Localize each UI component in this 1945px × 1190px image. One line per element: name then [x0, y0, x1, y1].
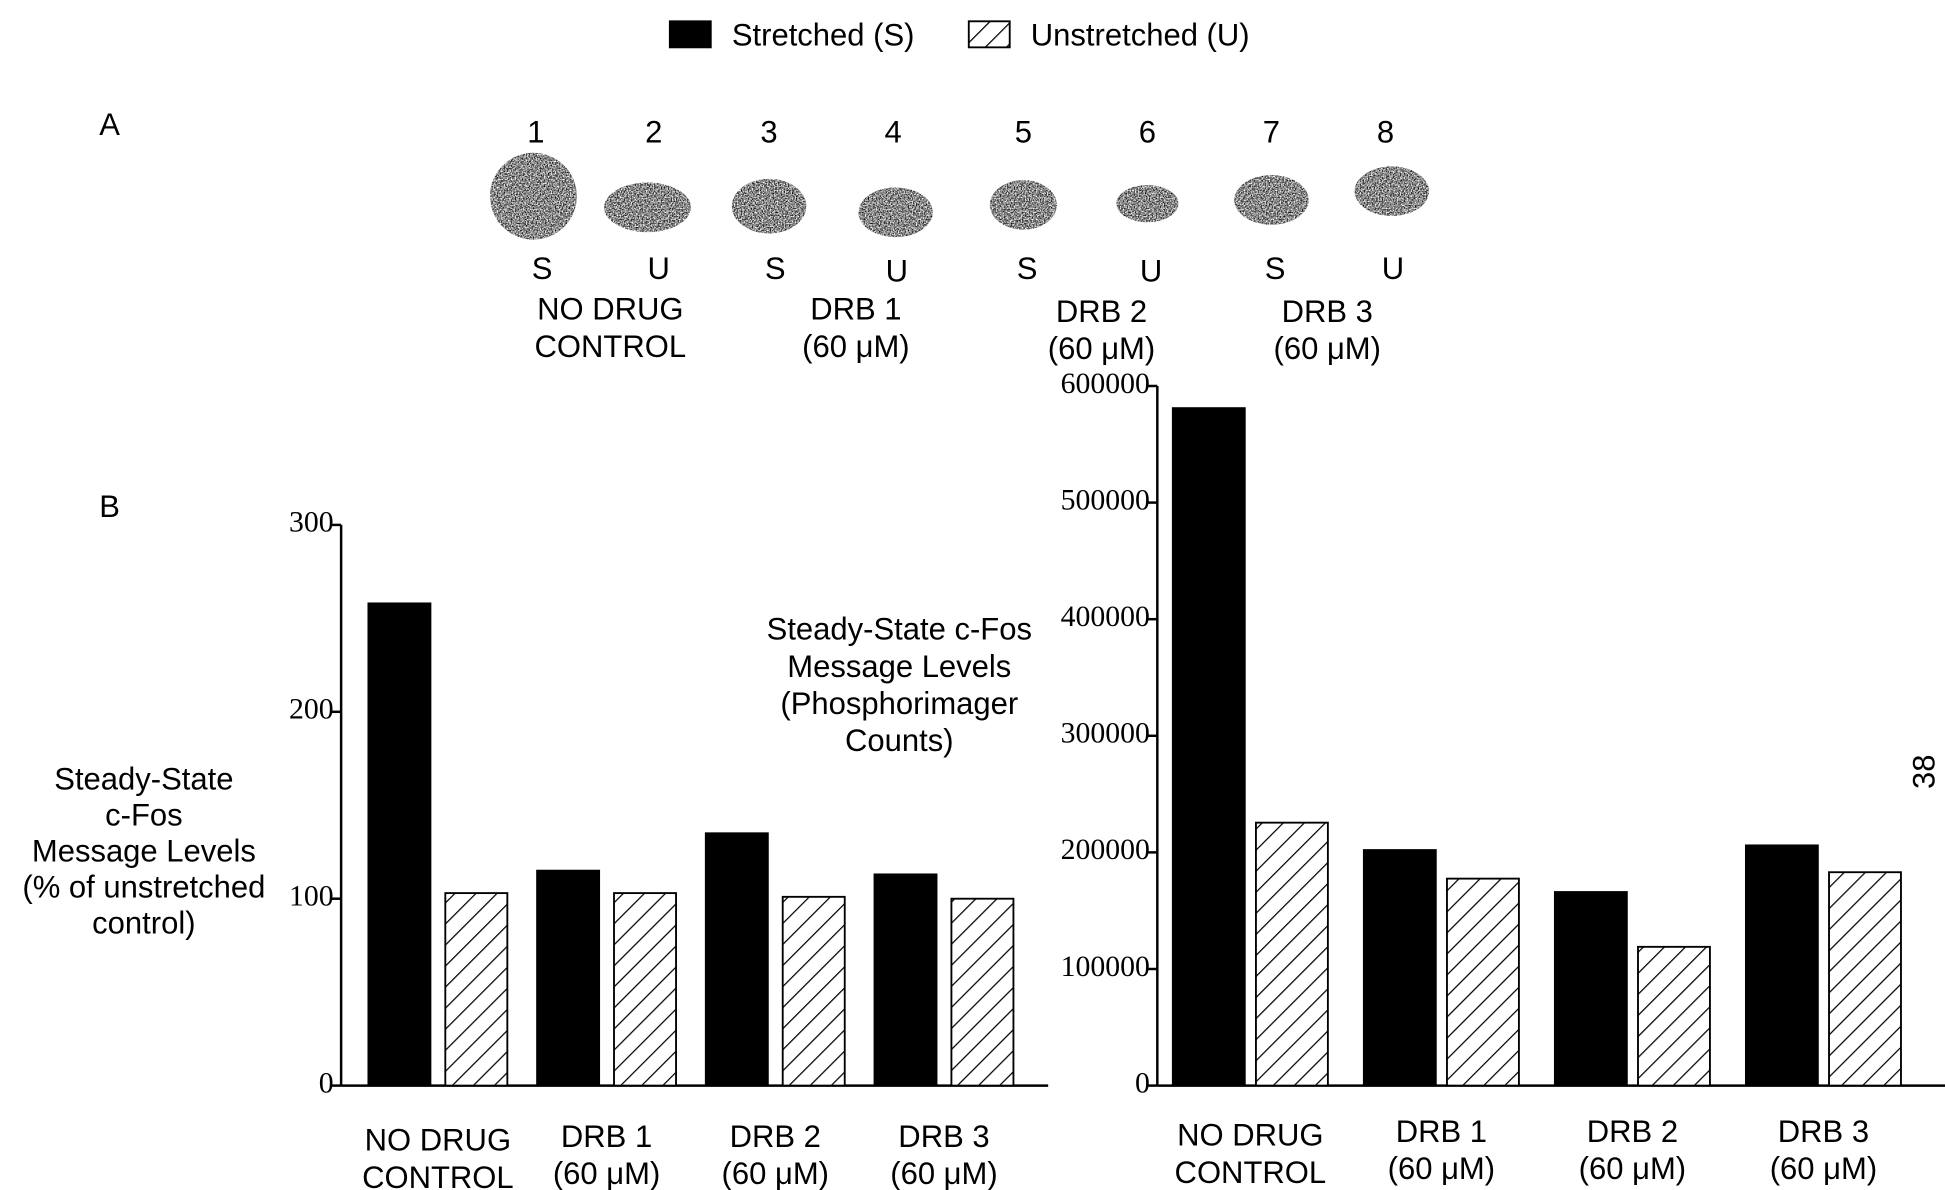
y-tick-label: 300 [289, 506, 334, 539]
legend-swatch [969, 21, 1010, 47]
text-line: CONTROL [362, 1160, 514, 1190]
bar [783, 897, 845, 1086]
bar [1829, 872, 1901, 1085]
text-line: DRB 3 [1282, 294, 1373, 329]
text-line: c-Fos [105, 798, 182, 833]
bar [1256, 823, 1328, 1086]
y-tick-label: 300000 [1061, 717, 1150, 750]
blot [732, 179, 806, 234]
text-line: (60 μM) [1388, 1151, 1495, 1186]
y-tick-label: 200 [289, 693, 334, 726]
bar [951, 899, 1013, 1086]
y-tick-label: 0 [319, 1066, 334, 1099]
lane-number: 5 [1015, 114, 1032, 149]
figure: A B 38 Stretched (S)Unstretched (U)1S2U3… [0, 0, 1945, 1190]
text-line: DRB 3 [898, 1119, 989, 1154]
bar [1555, 892, 1627, 1086]
lane-type: S [532, 251, 553, 286]
lane-number: 2 [645, 114, 662, 149]
bar [368, 603, 430, 1085]
lane-number: 7 [1263, 114, 1280, 149]
text-line: NO DRUG [365, 1123, 511, 1158]
text-line: Counts) [845, 723, 954, 758]
y-tick-label: 400000 [1061, 600, 1150, 633]
blot [990, 180, 1057, 230]
text-line: Steady-State c-Fos [767, 612, 1032, 647]
text-line: NO DRUG [1177, 1118, 1323, 1153]
text-line: DRB 3 [1778, 1114, 1869, 1149]
panel-label: A [99, 107, 120, 142]
blot [858, 188, 932, 238]
lane-type: S [1265, 251, 1286, 286]
blot [490, 153, 577, 240]
text-line: CONTROL [1175, 1155, 1327, 1190]
bar [1638, 947, 1710, 1086]
panel-label: B [99, 489, 120, 524]
text-line: CONTROL [535, 329, 687, 364]
bar [537, 871, 599, 1086]
text-line: (60 μM) [1274, 331, 1381, 366]
legend-swatch [670, 21, 711, 47]
bar [1364, 850, 1436, 1086]
text-line: Steady-State [54, 762, 233, 797]
lane-type: U [647, 251, 669, 286]
y-tick-label: 500000 [1061, 483, 1150, 516]
bar [1173, 408, 1245, 1085]
lane-number: 4 [884, 114, 901, 149]
bar [1447, 879, 1519, 1086]
lane-number: 6 [1139, 114, 1156, 149]
lane-type: U [886, 253, 908, 288]
text-line: NO DRUG [537, 292, 683, 327]
bar [875, 874, 937, 1085]
legend-label: Stretched (S) [732, 18, 915, 53]
blot [1116, 185, 1178, 222]
text-line: DRB 1 [561, 1119, 652, 1154]
text-line: DRB 2 [1056, 294, 1147, 329]
text-line: DRB 2 [730, 1119, 821, 1154]
text-line: DRB 1 [1396, 1114, 1487, 1149]
text-line: (60 μM) [553, 1156, 660, 1190]
y-tick-label: 0 [1135, 1066, 1150, 1099]
lane-type: S [1017, 251, 1038, 286]
text-line: (60 μM) [1048, 331, 1155, 366]
lane-type: U [1140, 253, 1162, 288]
text-line: Message Levels [32, 834, 256, 869]
blot [1355, 166, 1429, 216]
lane-number: 3 [760, 114, 777, 149]
bar [706, 833, 768, 1085]
y-tick-label: 200000 [1061, 833, 1150, 866]
text-line: Message Levels [787, 649, 1011, 684]
bar [1746, 845, 1818, 1085]
text-line: control) [92, 906, 195, 941]
bar [445, 893, 507, 1085]
y-tick-label: 100 [289, 880, 334, 913]
blot [604, 183, 691, 233]
text-line: (60 μM) [890, 1156, 997, 1190]
lane-type: S [765, 251, 786, 286]
text-line: (60 μM) [1770, 1151, 1877, 1186]
text-line: DRB 1 [810, 292, 901, 327]
blot [1234, 175, 1308, 225]
text-line: (Phosphorimager [780, 686, 1018, 721]
text-line: (60 μM) [722, 1156, 829, 1190]
lane-number: 8 [1377, 114, 1394, 149]
text-line: (60 μM) [802, 329, 909, 364]
y-tick-label: 600000 [1061, 367, 1150, 400]
lane-number: 1 [527, 114, 544, 149]
bar [614, 893, 676, 1085]
text-line: DRB 2 [1587, 1114, 1678, 1149]
page-number: 38 [1907, 755, 1942, 789]
text-line: (% of unstretched [22, 870, 265, 905]
y-tick-label: 100000 [1061, 950, 1150, 983]
lane-type: U [1382, 251, 1404, 286]
text-line: (60 μM) [1579, 1151, 1686, 1186]
legend-label: Unstretched (U) [1031, 18, 1250, 53]
